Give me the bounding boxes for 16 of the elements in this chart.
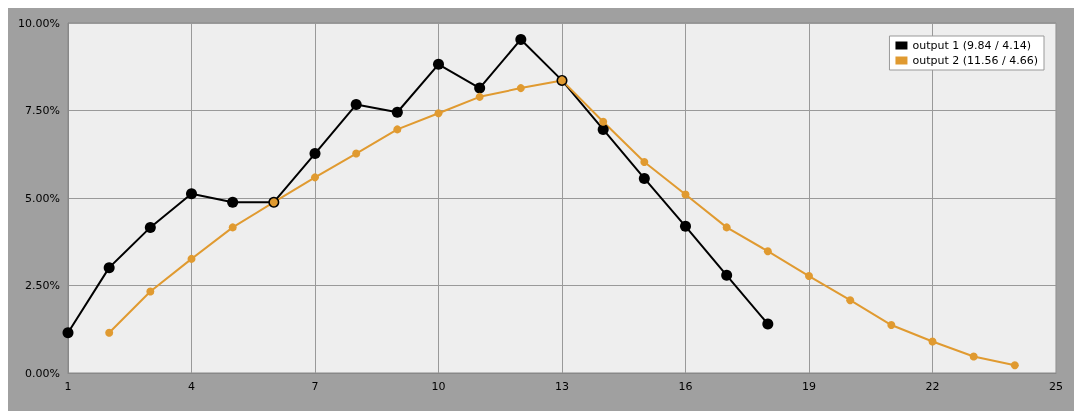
x-tick-label: 19	[802, 380, 816, 393]
y-tick-label: 5.00%	[25, 191, 60, 205]
x-tick-label: 13	[555, 380, 569, 393]
y-tick-label: 0.00%	[25, 366, 60, 380]
legend-label: output 1 (9.84 / 4.14)	[912, 39, 1032, 52]
y-tick-label: 7.50%	[25, 104, 60, 117]
x-tick-label: 22	[925, 380, 940, 393]
legend-label: output 2 (11.56 / 4.66)	[912, 54, 1039, 67]
x-tick-label: 1	[64, 380, 72, 393]
x-tick-label: 4	[188, 380, 195, 393]
y-tick-label: 2.50%	[25, 279, 60, 292]
y-tick-label: 10.00%	[18, 16, 60, 30]
x-tick-label: 16	[678, 380, 693, 393]
x-tick-label: 7	[311, 380, 319, 393]
x-tick-label: 10	[431, 380, 446, 393]
x-tick-label: 25	[1049, 380, 1063, 393]
